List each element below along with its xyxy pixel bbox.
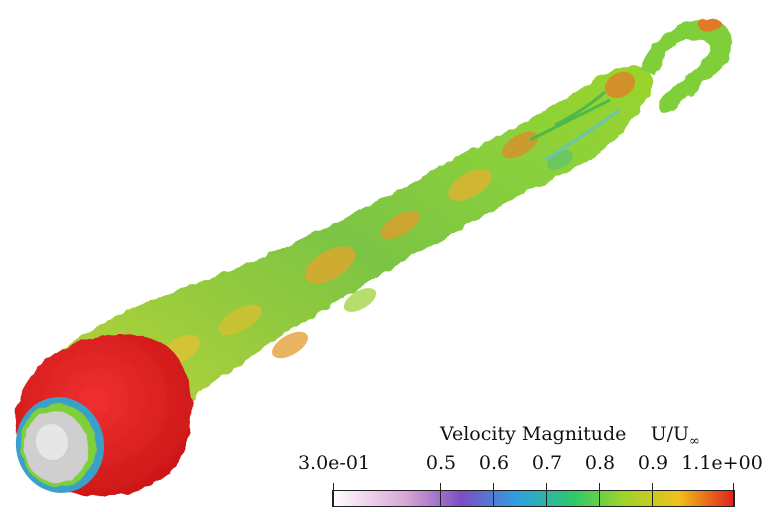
colorbar-tick-label: 0.5 bbox=[425, 452, 457, 474]
colorbar-unit: U/U bbox=[650, 423, 690, 445]
colorbar-tick-label: 0.8 bbox=[584, 452, 616, 474]
colorbar-tickmark bbox=[333, 483, 334, 507]
colorbar-tick-label: 0.9 bbox=[637, 452, 669, 474]
wake-tail-loop bbox=[640, 18, 732, 114]
velocity-patches bbox=[160, 71, 636, 366]
colorbar-tick-label: 0.6 bbox=[478, 452, 510, 474]
colorbar-tickmark bbox=[440, 483, 441, 507]
colorbar-tickmark bbox=[652, 483, 653, 507]
colorbar-title: Velocity Magnitude U/U∞ bbox=[440, 423, 700, 449]
colorbar-tickmark bbox=[546, 483, 547, 507]
colorbar-tick-label: 0.7 bbox=[531, 452, 563, 474]
colorbar-max-label: 1.1e+00 bbox=[681, 452, 763, 474]
colorbar-tickmark bbox=[733, 483, 734, 507]
colorbar-min-label: 3.0e-01 bbox=[297, 452, 371, 474]
colorbar-tickmark bbox=[599, 483, 600, 507]
sphere-core bbox=[15, 397, 105, 493]
colorbar-gradient bbox=[332, 490, 735, 507]
wake-streaks bbox=[529, 90, 621, 162]
colorbar-title-text: Velocity Magnitude bbox=[440, 423, 627, 445]
colorbar-unit-sub: ∞ bbox=[689, 433, 700, 449]
colorbar-tickmark bbox=[493, 483, 494, 507]
